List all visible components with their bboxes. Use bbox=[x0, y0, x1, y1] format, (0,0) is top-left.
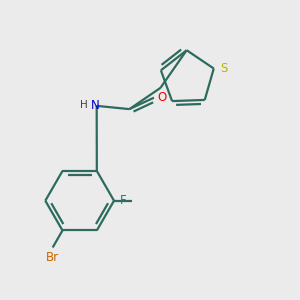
Text: N: N bbox=[91, 99, 99, 112]
Text: Br: Br bbox=[46, 251, 59, 264]
Text: S: S bbox=[220, 62, 227, 75]
Text: O: O bbox=[158, 91, 167, 104]
Text: F: F bbox=[119, 194, 126, 207]
Text: H: H bbox=[80, 100, 88, 110]
